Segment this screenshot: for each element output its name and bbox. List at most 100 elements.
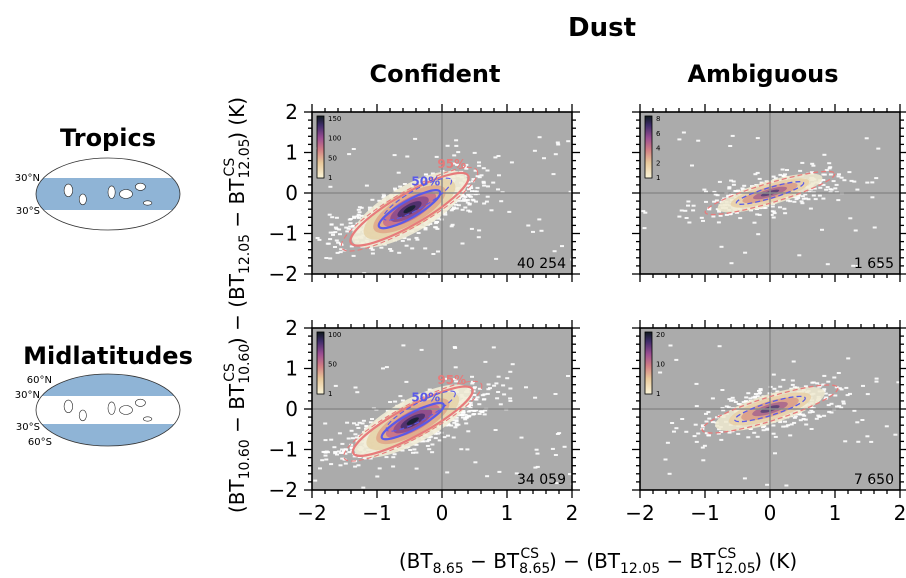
y-tick-label: 0	[285, 181, 298, 205]
data-point	[694, 405, 699, 408]
data-point	[821, 173, 826, 176]
data-point	[717, 345, 722, 348]
data-point	[568, 190, 572, 193]
data-point	[893, 433, 898, 436]
colorbar-tick-label: 10	[656, 361, 665, 369]
data-point	[828, 188, 833, 191]
data-point	[496, 391, 501, 393]
y-axis-label: (BT10.60 − BT10.60CS) − (BT12.05 − BT12.…	[222, 97, 253, 513]
latitude-label: 30°S	[16, 206, 40, 217]
landmass	[142, 200, 153, 206]
data-point	[553, 393, 558, 395]
data-point	[327, 213, 332, 216]
data-point	[781, 425, 786, 428]
data-point	[837, 173, 841, 176]
data-point	[434, 222, 439, 225]
data-point	[792, 200, 797, 203]
data-point	[769, 213, 774, 216]
data-point	[795, 386, 800, 389]
data-point	[434, 226, 439, 229]
data-point	[360, 422, 365, 425]
data-point	[496, 375, 501, 378]
colorbar	[644, 115, 653, 179]
data-point	[324, 450, 329, 453]
data-point	[401, 344, 406, 347]
colorbar	[644, 331, 653, 395]
data-point	[797, 412, 801, 415]
contour-label-50: 50%	[411, 175, 440, 189]
data-point	[870, 181, 875, 184]
data-point	[423, 247, 428, 250]
data-point	[483, 360, 488, 363]
tropics-map: 30°N 30°S	[15, 157, 181, 231]
data-point	[711, 215, 716, 218]
data-point	[364, 425, 369, 428]
data-point	[765, 427, 770, 430]
data-point	[456, 151, 461, 154]
data-point	[791, 360, 796, 363]
data-point	[531, 230, 535, 233]
data-point	[446, 423, 451, 426]
data-point	[758, 388, 763, 390]
data-point	[757, 213, 762, 216]
data-point	[508, 399, 513, 402]
data-point	[315, 237, 320, 239]
data-point	[761, 429, 766, 432]
data-point	[349, 446, 354, 449]
map-outline	[35, 157, 181, 231]
data-point	[491, 181, 496, 184]
x-tick-label: 1	[829, 501, 842, 525]
panel-tropics-ambiguous: 1 2 4 6 8 1 655	[632, 104, 906, 282]
data-point	[788, 434, 793, 437]
colorbar-tick-label: 1	[656, 174, 660, 182]
data-point	[719, 245, 724, 248]
data-point	[352, 216, 357, 219]
data-point	[674, 358, 679, 361]
data-point	[332, 446, 337, 449]
data-point	[393, 187, 397, 190]
y-tick-label: −2	[269, 262, 298, 286]
data-point	[497, 174, 501, 177]
data-point	[667, 472, 672, 475]
colorbar-tick-label: 1	[328, 174, 332, 182]
data-point	[411, 451, 415, 454]
data-point	[343, 448, 348, 451]
density-band	[406, 417, 419, 425]
data-point	[463, 413, 468, 416]
data-point	[333, 246, 337, 248]
colorbar-tick-label: 8	[656, 115, 660, 123]
data-point	[467, 188, 471, 191]
data-point	[542, 157, 546, 160]
data-point	[400, 239, 405, 242]
landmass	[107, 185, 116, 199]
contour-95	[701, 384, 839, 434]
data-point	[323, 439, 328, 442]
data-point	[719, 438, 724, 441]
data-point	[773, 435, 778, 438]
data-point	[348, 218, 353, 220]
data-point	[474, 398, 479, 401]
data-point	[333, 384, 338, 387]
data-point	[696, 432, 701, 435]
data-point	[874, 377, 879, 380]
data-point	[825, 186, 830, 189]
data-point	[853, 229, 858, 232]
data-point	[707, 417, 712, 420]
data-point	[338, 233, 342, 236]
data-point	[460, 208, 465, 211]
data-point	[773, 452, 777, 455]
data-point	[690, 164, 694, 167]
data-point	[425, 440, 430, 443]
data-point	[475, 186, 480, 189]
data-point	[391, 465, 396, 468]
data-point	[468, 407, 473, 409]
data-point	[730, 134, 735, 137]
data-point	[809, 409, 814, 412]
data-point	[452, 206, 456, 209]
data-point	[876, 147, 881, 150]
data-point	[481, 167, 486, 170]
data-point	[828, 393, 833, 396]
data-point	[400, 399, 405, 402]
data-point	[797, 254, 802, 257]
